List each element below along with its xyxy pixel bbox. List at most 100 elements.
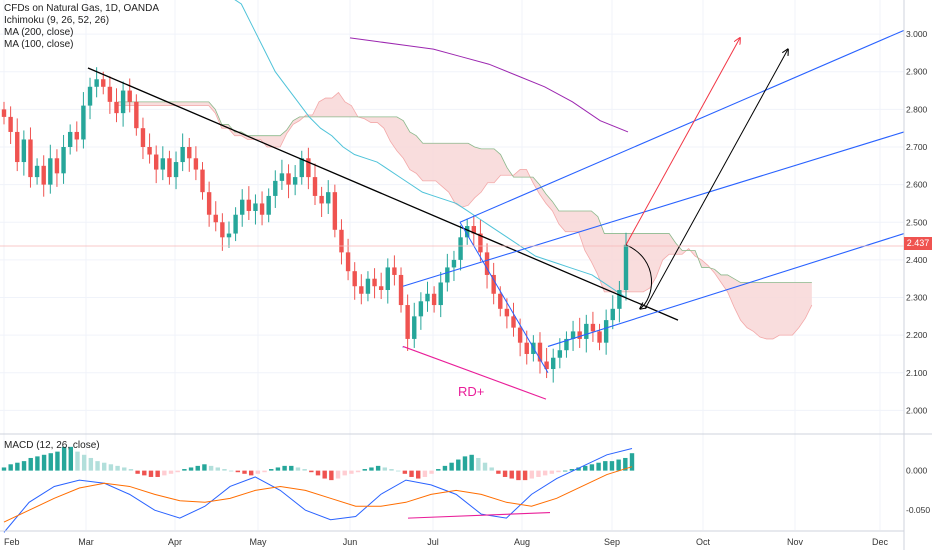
candle-body-33 — [220, 222, 225, 238]
macd-bar-23 — [155, 470, 160, 477]
candle-body-31 — [206, 192, 212, 215]
cloud-span-a — [118, 91, 813, 340]
ma200-line — [349, 37, 629, 133]
candle-body-12 — [81, 105, 86, 140]
macd-bar-3 — [21, 461, 27, 471]
price-tick-4: 2.600 — [906, 180, 928, 190]
price-tick-7: 2.300 — [906, 293, 928, 303]
macd-bar-22 — [148, 470, 154, 477]
time-tick-1: Mar — [78, 537, 94, 547]
macd-bar-29 — [195, 465, 200, 471]
candle-body-23 — [153, 154, 159, 170]
candle-body-58 — [385, 267, 390, 290]
candle-body-15 — [101, 79, 106, 87]
candle-body-9 — [61, 147, 66, 174]
macd-bar-46 — [309, 470, 314, 473]
legend-title[interactable]: CFDs on Natural Gas, 1D, OANDA — [4, 3, 160, 14]
candle-body-69 — [458, 237, 463, 260]
candle-body-47 — [312, 177, 318, 196]
macd-bar-11 — [75, 451, 80, 471]
macd-bar-89 — [596, 462, 601, 471]
macd-bar-94 — [629, 453, 635, 471]
candle-body-2 — [15, 131, 20, 163]
candle-body-49 — [326, 192, 331, 204]
macd-bar-59 — [395, 470, 401, 472]
candle-body-41 — [273, 180, 278, 196]
macd-bar-53 — [355, 470, 361, 473]
macd-legend[interactable]: MACD (12, 26, close) — [4, 440, 100, 451]
candle-body-35 — [233, 214, 238, 234]
macd-bar-4 — [28, 457, 33, 471]
macd-bar-47 — [315, 470, 321, 476]
candle-body-65 — [431, 293, 437, 306]
macd-bar-40 — [269, 469, 274, 471]
candle-body-20 — [134, 101, 139, 129]
time-tick-6: Aug — [514, 537, 530, 547]
macd-bar-42 — [282, 465, 287, 471]
candle-body-16 — [107, 86, 113, 102]
macd-bar-90 — [603, 461, 608, 471]
candle-body-36 — [240, 199, 245, 215]
candle-body-27 — [180, 147, 185, 163]
macd-bar-10 — [68, 446, 74, 471]
macd-bar-18 — [122, 467, 127, 471]
macd-bar-1 — [8, 464, 13, 471]
macd-bar-58 — [389, 469, 394, 471]
macd-bar-24 — [162, 470, 167, 476]
candle-body-1 — [8, 116, 13, 132]
macd-bar-66 — [442, 465, 448, 471]
legend-ichimoku[interactable]: Ichimoku (9, 26, 52, 26) — [4, 15, 110, 26]
macd-bar-67 — [449, 462, 454, 471]
macd-bar-64 — [429, 470, 434, 474]
macd-bar-12 — [81, 454, 87, 471]
candle-body-62 — [412, 316, 417, 339]
legend-ma200[interactable]: MA (200, close) — [4, 27, 74, 38]
macd-bar-30 — [202, 464, 207, 471]
time-tick-7: Sep — [604, 537, 620, 547]
candle-body-57 — [378, 286, 384, 290]
candle-body-66 — [438, 282, 443, 306]
macd-bar-61 — [409, 470, 414, 477]
macd-bar-21 — [142, 470, 147, 476]
price-tick-1: 2.900 — [906, 67, 928, 77]
candle-body-22 — [147, 147, 152, 155]
legend-ma100[interactable]: MA (100, close) — [4, 39, 74, 50]
last-price-badge: 2.437 — [904, 237, 932, 250]
channel-connector — [459, 222, 549, 374]
macd-bar-0 — [1, 467, 7, 471]
macd-bar-74 — [496, 470, 501, 474]
candle-body-29 — [193, 158, 199, 170]
candle-body-64 — [425, 293, 430, 302]
candle-body-28 — [187, 147, 192, 159]
macd-bar-62 — [416, 470, 421, 479]
candle-body-14 — [94, 79, 99, 87]
macd-bar-44 — [295, 467, 301, 471]
channel-lower — [547, 233, 905, 347]
time-tick-10: Dec — [872, 537, 889, 547]
candle-body-17 — [114, 101, 119, 114]
candle-body-84 — [557, 350, 563, 358]
macd-bar-72 — [482, 462, 488, 471]
candle-body-25 — [167, 158, 172, 178]
macd-bar-31 — [208, 465, 214, 471]
macd-bar-57 — [382, 467, 388, 471]
macd-bar-77 — [516, 470, 521, 481]
macd-bar-65 — [436, 469, 441, 471]
candle-body-71 — [471, 226, 477, 234]
rd-divergence-price — [402, 345, 547, 400]
candle-body-18 — [120, 90, 126, 114]
macd-bar-84 — [562, 470, 568, 472]
candle-body-72 — [478, 233, 483, 253]
macd-bar-14 — [95, 461, 100, 471]
macd-bar-81 — [542, 470, 548, 476]
candle-body-10 — [67, 131, 73, 147]
candle-body-61 — [405, 305, 410, 339]
macd-bar-86 — [576, 467, 581, 471]
macd-bar-28 — [188, 467, 194, 471]
macd-bar-92 — [616, 459, 621, 471]
candle-body-92 — [610, 308, 615, 321]
candle-body-13 — [87, 86, 93, 106]
